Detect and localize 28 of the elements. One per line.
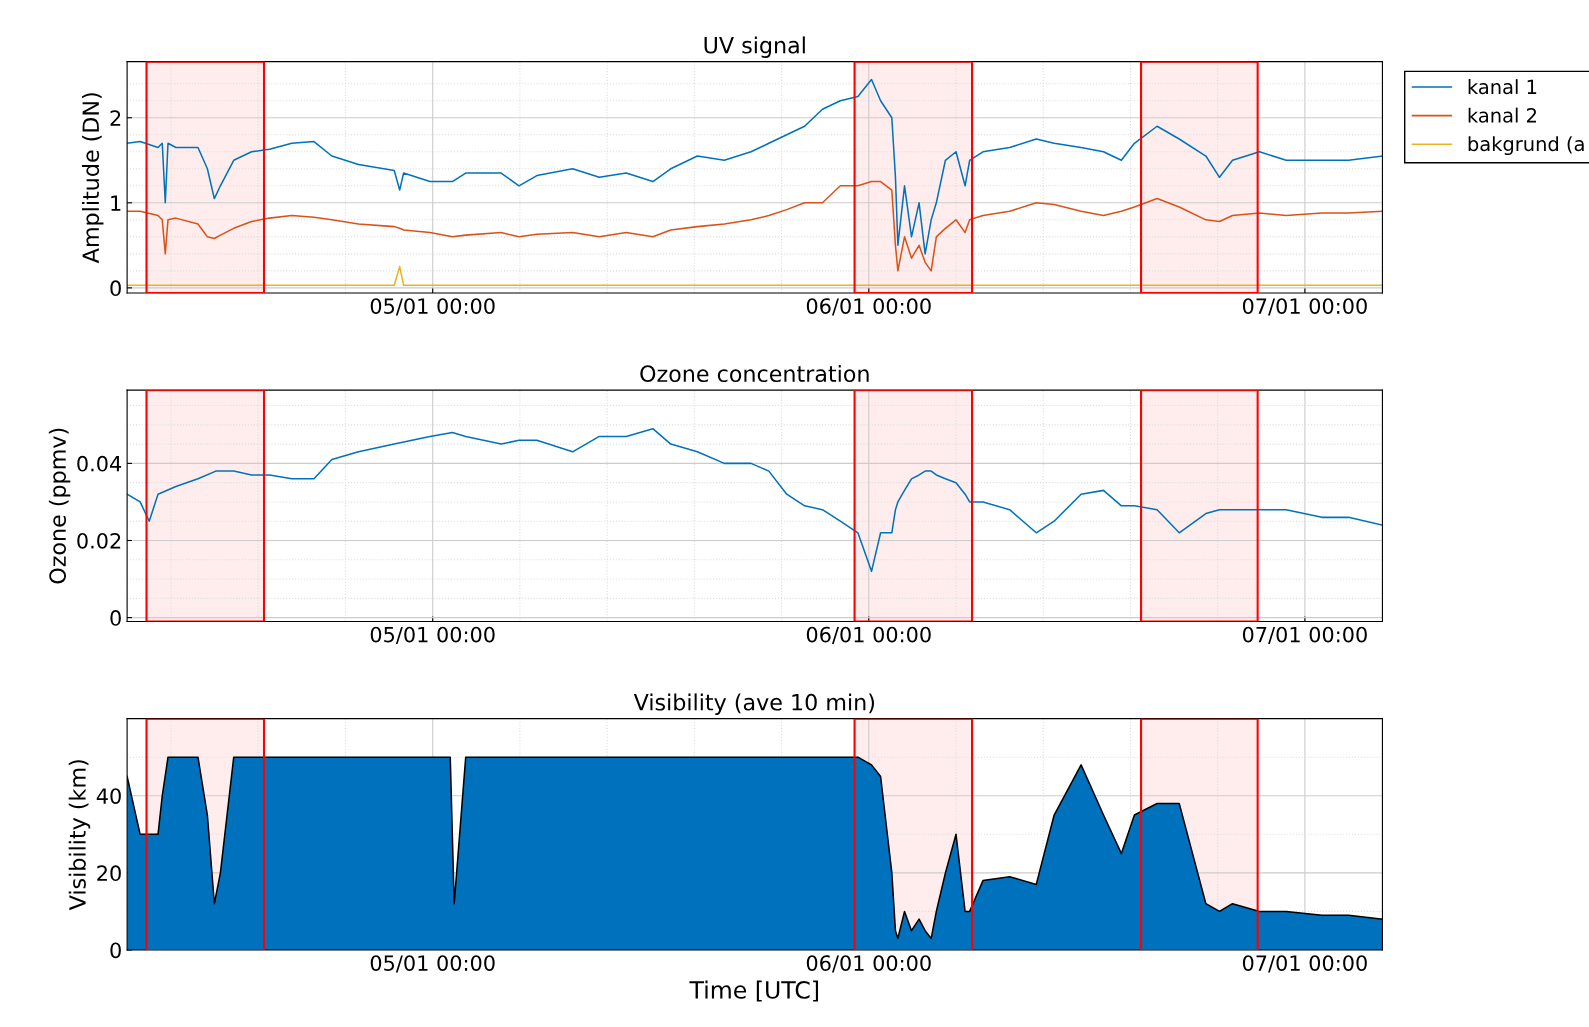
y-tick-label: 20 <box>97 865 121 882</box>
y-tick-label: 0.02 <box>77 532 121 549</box>
y-tick-label: 0 <box>110 280 121 297</box>
y-axis-title: Ozone (ppmv) <box>48 428 71 584</box>
y-tick-label: 0.04 <box>77 455 122 472</box>
y-tick-label: 2 <box>110 110 121 126</box>
legend-label: kanal 1 <box>1468 79 1537 95</box>
chart-title: Visibility (ave 10 min) <box>633 693 874 715</box>
x-tick-label: 07/01 00:00 <box>1242 626 1367 645</box>
x-tick-label: 07/01 00:00 <box>1242 298 1367 316</box>
y-tick-label: 1 <box>111 195 121 211</box>
x-tick-label: 05/01 00:00 <box>370 298 495 316</box>
legend-label: kanal 2 <box>1468 107 1537 123</box>
chart-title: Ozone concentration <box>640 364 869 383</box>
x-tick-label: 06/01 00:00 <box>806 955 931 973</box>
legend-label: bakgrund (a <box>1468 136 1584 156</box>
x-tick-label: 06/01 00:00 <box>806 626 931 645</box>
y-axis-title: Amplitude (DN) <box>81 93 104 264</box>
x-tick-label: 05/01 00:00 <box>370 955 495 973</box>
x-tick-label: 05/01 00:00 <box>370 626 495 645</box>
y-tick-label: 0 <box>110 610 121 626</box>
x-tick-label: 06/01 00:00 <box>806 298 931 316</box>
x-axis-title: Time [UTC] <box>689 980 818 1002</box>
y-tick-label: 0 <box>110 942 121 959</box>
y-tick-label: 40 <box>96 788 121 804</box>
x-tick-label: 07/01 00:00 <box>1242 955 1367 973</box>
chart-title: UV signal <box>704 36 805 58</box>
y-axis-title: Visibility (km) <box>68 760 91 911</box>
